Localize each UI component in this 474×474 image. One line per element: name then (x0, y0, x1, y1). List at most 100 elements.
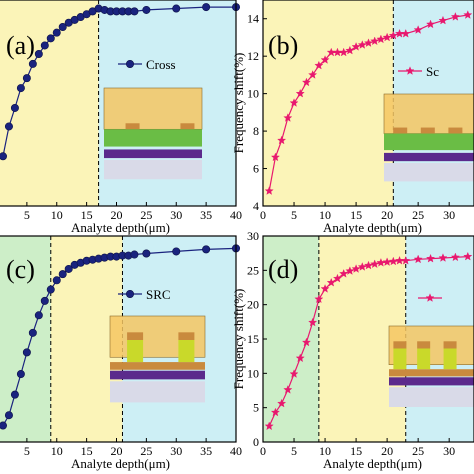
data-point (28, 328, 37, 337)
data-point (413, 25, 423, 34)
legend-marker (405, 66, 415, 75)
data-point (376, 34, 386, 44)
data-point (314, 294, 324, 304)
data-point (58, 270, 67, 279)
x-tick-label: 25 (412, 444, 424, 458)
structure-schematic (109, 315, 206, 403)
purple-layer (389, 377, 474, 386)
data-point (283, 385, 293, 394)
pillar-cap (393, 341, 407, 349)
legend-label: SRC (146, 287, 171, 302)
y-tick-label: 15 (247, 332, 259, 346)
x-tick-label: 25 (140, 444, 152, 458)
structure-schematic (103, 87, 203, 180)
pillar-cap (127, 332, 144, 340)
metal-pad (393, 127, 408, 134)
data-point (10, 103, 19, 112)
legend-marker (126, 289, 135, 298)
data-point (463, 10, 473, 19)
metal-pad (420, 127, 435, 134)
data-point (46, 34, 55, 43)
data-point (363, 38, 374, 47)
x-tick-label: 5 (24, 444, 30, 458)
substrate-layer (104, 160, 202, 180)
y-tick-label: 10 (247, 87, 259, 101)
pillar (393, 348, 407, 370)
x-tick-label: 40 (230, 444, 242, 458)
y-tick-label: 5 (253, 401, 259, 415)
data-point (339, 269, 349, 278)
panel-label: (d) (268, 255, 298, 284)
x-tick-label: 20 (111, 208, 123, 222)
data-point (130, 7, 139, 16)
data-point (345, 266, 355, 275)
data-point (40, 296, 49, 305)
data-point (52, 276, 61, 285)
pillar (178, 340, 195, 363)
panel-d: 0 5 10 15 20 25 30 0 5 10 15 20 25 30 Analyte depth(μm… (231, 229, 474, 471)
x-tick-label: 5 (24, 208, 30, 222)
x-tick-label: 5 (291, 208, 297, 222)
metal-base (389, 369, 474, 377)
legend-label: Sc (426, 64, 439, 79)
y-axis-label: Frequency shift(%) (231, 289, 246, 390)
x-tick-label: 10 (51, 444, 63, 458)
y-tick-label: 30 (247, 229, 259, 243)
data-point (438, 253, 448, 262)
metal-base (110, 362, 205, 370)
y-tick-label: 12 (247, 49, 259, 63)
x-tick-label: 15 (350, 444, 362, 458)
data-point (463, 251, 473, 261)
x-tick-label: 25 (140, 208, 152, 222)
data-point (34, 49, 43, 58)
analyte-layer (383, 93, 474, 134)
structure-schematic (388, 325, 474, 407)
data-point (289, 369, 299, 378)
data-point (46, 285, 55, 294)
data-point (357, 40, 367, 49)
y-tick-label: 6 (253, 162, 259, 176)
data-point (130, 250, 139, 259)
x-tick-label: 20 (381, 208, 393, 222)
x-tick-label: 30 (443, 444, 455, 458)
data-point (320, 55, 330, 64)
data-point (382, 32, 392, 42)
x-axis-label: Analyte depth(μm) (323, 220, 422, 235)
pillar (127, 340, 144, 363)
data-point (52, 28, 61, 37)
data-point (0, 421, 7, 430)
legend: Cross (118, 57, 176, 72)
data-point (283, 113, 293, 122)
legend: Sc (398, 64, 439, 79)
background-region (263, 236, 319, 442)
x-tick-label: 0 (260, 208, 266, 222)
x-tick-label: 20 (381, 444, 393, 458)
x-tick-label: 20 (111, 444, 123, 458)
pillar-cap (178, 332, 195, 340)
data-point (401, 28, 411, 38)
data-point (142, 249, 151, 258)
data-point (289, 98, 299, 107)
legend-label: Cross (146, 57, 176, 72)
x-tick-label: 40 (230, 208, 242, 222)
x-tick-label: 30 (170, 444, 182, 458)
x-tick-label: 10 (51, 208, 63, 222)
substrate-layer (110, 381, 205, 403)
legend: SRC (118, 287, 171, 302)
x-tick-label: 5 (291, 444, 297, 458)
purple-layer (384, 152, 474, 162)
y-tick-label: 10 (247, 366, 259, 380)
data-point (363, 260, 374, 270)
x-tick-label: 35 (200, 444, 212, 458)
data-point (16, 370, 25, 379)
panel-label: (c) (6, 255, 35, 284)
data-point (301, 337, 311, 347)
data-point (326, 277, 336, 287)
y-tick-label: 25 (247, 263, 259, 277)
data-point (40, 41, 49, 50)
panel-label: (a) (6, 31, 35, 60)
data-point (357, 262, 367, 271)
data-point (345, 45, 355, 55)
data-point (264, 421, 274, 431)
data-point (22, 348, 31, 357)
